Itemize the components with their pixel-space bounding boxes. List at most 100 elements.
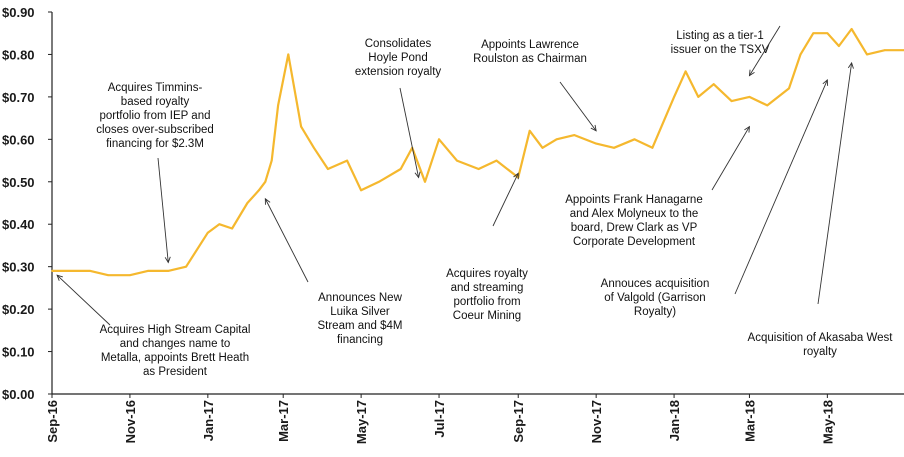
price-point xyxy=(129,274,131,277)
price-point xyxy=(866,53,868,56)
price-point xyxy=(541,146,544,149)
x-tick-label: Nov-17 xyxy=(589,400,604,443)
annotation-line: extension royalty xyxy=(355,66,442,78)
annotation-line: Acquires royalty xyxy=(446,268,528,280)
annotation-arrow xyxy=(56,274,111,326)
price-point xyxy=(555,138,558,141)
price-point xyxy=(346,159,348,162)
annotation-line: Corporate Development xyxy=(573,236,696,248)
price-point xyxy=(185,265,188,268)
price-point xyxy=(595,142,598,145)
y-axis-ticks: $0.00 $0.10 $0.20 $0.30 $0.40 $0.50 $0.60 $0.70… xyxy=(2,5,52,402)
price-point xyxy=(850,28,853,30)
annotation-arrow xyxy=(711,126,750,191)
annotation-line: of Valgold (Garrison xyxy=(604,292,705,304)
price-point xyxy=(378,180,380,183)
annotation-line: and streaming xyxy=(451,282,524,294)
annotation-line: Annouces acquisition xyxy=(601,278,710,290)
price-point xyxy=(788,87,790,90)
price-point xyxy=(264,180,267,183)
annotation-line: financing for $2.3M xyxy=(106,138,204,150)
price-point xyxy=(748,95,751,98)
arrow-head xyxy=(847,61,854,69)
annotation-line: financing xyxy=(337,334,383,346)
annotation-line: royalty xyxy=(803,346,837,358)
x-tick-label: Mar-17 xyxy=(276,400,291,442)
annotation-line: closes over-subscribed xyxy=(96,124,214,136)
annotation-arrow xyxy=(817,62,853,305)
x-tick-label: Sep-17 xyxy=(511,400,526,443)
price-point xyxy=(68,270,71,272)
y-tick-label: $0.50 xyxy=(2,175,35,190)
price-point xyxy=(300,125,302,128)
price-point xyxy=(766,104,769,107)
price-point xyxy=(812,32,815,35)
price-series xyxy=(51,27,904,277)
x-tick-label: Jul-17 xyxy=(432,400,447,438)
annotation-line: Acquires High Stream Capital xyxy=(100,324,251,336)
annotation: Acquisition of Akasaba West royalty xyxy=(748,61,894,358)
x-tick-label: Jan-17 xyxy=(201,400,216,441)
arrow-head xyxy=(744,125,750,133)
annotation-line: Luika Silver xyxy=(330,306,390,318)
y-tick-label: $0.00 xyxy=(2,387,35,402)
y-tick-label: $0.30 xyxy=(2,260,35,275)
price-point xyxy=(312,146,315,149)
price-point xyxy=(730,100,733,103)
price-point xyxy=(399,168,402,170)
annotation: Acquires High Stream Capital and changes … xyxy=(56,274,251,378)
annotation-line: based royalty xyxy=(121,96,190,108)
x-tick-label: Nov-16 xyxy=(123,400,138,443)
annotation-line: as President xyxy=(143,366,208,378)
annotation-arrow xyxy=(559,81,597,132)
annotation: Annouces acquisition of Valgold (Garrison… xyxy=(601,78,829,318)
arrow-head xyxy=(414,171,421,179)
y-tick-label: $0.80 xyxy=(2,47,35,62)
arrow-head xyxy=(56,274,63,281)
price-point xyxy=(883,49,886,52)
price-point xyxy=(287,53,290,56)
price-point xyxy=(684,70,687,73)
annotation: Acquires royalty and streaming portfolio f… xyxy=(446,172,528,322)
x-tick-label: May-18 xyxy=(820,400,835,444)
annotation-line: Announces New xyxy=(318,292,402,304)
annotation-line: and changes name to xyxy=(120,338,231,350)
price-point xyxy=(246,202,249,204)
annotation-line: Consolidates xyxy=(365,38,432,50)
annotation-line: and Alex Molyneux to the xyxy=(570,208,699,220)
annotation-arrow xyxy=(749,25,781,76)
chart-axes xyxy=(51,12,904,395)
annotation-line: Royalty) xyxy=(634,306,676,318)
price-point xyxy=(573,134,576,136)
price-point xyxy=(651,146,654,149)
x-tick-label: Jan-18 xyxy=(667,400,682,441)
annotation-line: Acquisition of Akasaba West xyxy=(748,332,894,344)
arrow-head xyxy=(264,197,271,205)
annotation-arrow xyxy=(492,173,519,227)
annotation: Announces New Luika Silver Stream and $4M f… xyxy=(264,197,403,346)
y-tick-label: $0.40 xyxy=(2,217,35,232)
price-point xyxy=(673,95,675,98)
annotation-line: portfolio from xyxy=(453,296,520,308)
arrow-head xyxy=(590,124,597,132)
annotation: Consolidates Hoyle Pond extension royalty xyxy=(355,38,442,179)
annotation-line: Hoyle Pond xyxy=(368,52,427,64)
annotation-arrow xyxy=(399,87,420,178)
price-point xyxy=(258,189,260,192)
annotation-line: board, Drew Clark as VP xyxy=(571,222,698,234)
x-tick-label: May-17 xyxy=(354,400,369,444)
price-point xyxy=(799,53,802,56)
y-tick-label: $0.10 xyxy=(2,345,35,360)
y-tick-label: $0.20 xyxy=(2,302,35,317)
annotation-arrow xyxy=(157,157,169,263)
annotation: Appoints Lawrence Roulston as Chairman xyxy=(473,39,597,132)
price-point xyxy=(613,146,615,149)
y-tick-label: $0.70 xyxy=(2,90,35,105)
arrow-head xyxy=(513,172,519,180)
annotation: Acquires Timmins-based royalty portfolio … xyxy=(96,82,214,264)
annotation-line: Stream and $4M xyxy=(317,320,402,332)
annotation-line: Coeur Mining xyxy=(453,310,521,322)
annotation-line: Roulston as Chairman xyxy=(473,53,587,65)
price-point xyxy=(107,274,110,277)
